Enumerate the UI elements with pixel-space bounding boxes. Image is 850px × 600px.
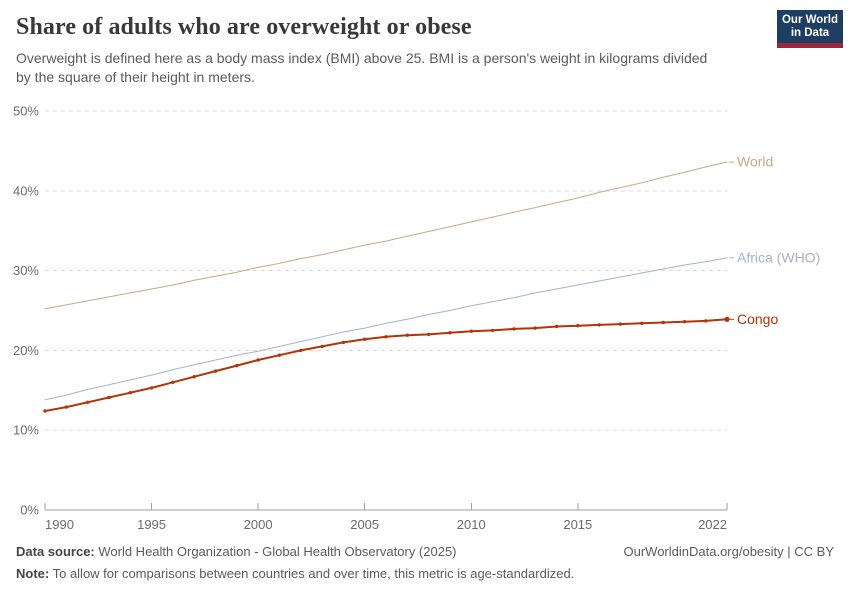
series-point-congo-2004[interactable]: [341, 340, 346, 345]
series-point-congo-2006[interactable]: [384, 335, 388, 339]
y-axis-tick-label: 20%: [13, 343, 39, 358]
note-text: To allow for comparisons between countri…: [49, 566, 575, 581]
series-point-congo-1997[interactable]: [192, 375, 196, 379]
series-point-congo-2009[interactable]: [448, 331, 452, 335]
series-line-congo[interactable]: [44, 318, 728, 412]
series-point-congo-2020[interactable]: [682, 320, 687, 324]
y-axis-tick-label: 40%: [13, 183, 39, 198]
y-axis-tick-label: 50%: [13, 104, 39, 119]
series-point-congo-1990[interactable]: [43, 409, 47, 413]
series-point-congo-2022[interactable]: [724, 316, 730, 322]
owid-logo-line1: Our World: [781, 13, 838, 26]
series-point-congo-2003[interactable]: [320, 344, 324, 349]
series-point-congo-1993[interactable]: [107, 395, 111, 400]
series-line-africa[interactable]: [44, 257, 728, 401]
y-axis-tick-label: 10%: [13, 423, 39, 438]
data-source-label: Data source:: [16, 544, 95, 559]
series-point-congo-1994[interactable]: [128, 391, 132, 395]
owid-logo-accent-bar: [777, 43, 843, 48]
x-axis-tick-label: 2010: [457, 517, 486, 532]
series-point-congo-2016[interactable]: [597, 323, 601, 327]
data-source-line: Data source: World Health Organization -…: [16, 541, 457, 563]
note-label: Note:: [16, 566, 50, 581]
y-axis-tick-label: 30%: [13, 263, 39, 278]
series-point-congo-2015[interactable]: [576, 324, 580, 328]
x-axis-tick-label: 2005: [350, 517, 379, 532]
series-label-congo[interactable]: Congo: [737, 311, 778, 327]
chart-header: Share of adults who are overweight or ob…: [16, 10, 843, 87]
series-label-world[interactable]: World: [737, 154, 773, 170]
chart-footer: Data source: World Health Organization -…: [16, 541, 834, 585]
x-axis-tick-label: 1990: [45, 517, 74, 532]
y-axis-tick-label: 0%: [20, 503, 39, 518]
x-axis-tick-label: 2000: [244, 517, 273, 532]
series-point-congo-2002[interactable]: [299, 348, 303, 353]
series-point-congo-2000[interactable]: [256, 358, 260, 362]
series-point-congo-2008[interactable]: [426, 332, 431, 337]
x-axis-tick-label: 1995: [137, 517, 166, 532]
series-point-congo-2017[interactable]: [618, 322, 623, 326]
series-point-congo-1995[interactable]: [149, 386, 154, 390]
owid-logo-text: Our World in Data: [777, 10, 843, 43]
chart-subtitle: Overweight is defined here as a body mas…: [16, 50, 708, 85]
series-point-congo-1999[interactable]: [235, 363, 239, 368]
series-point-congo-1992[interactable]: [85, 400, 90, 404]
data-source-text: World Health Organization - Global Healt…: [94, 544, 457, 559]
series-point-congo-2012[interactable]: [512, 327, 516, 331]
owid-cc-by-link[interactable]: OurWorldinData.org/obesity | CC BY: [623, 544, 835, 559]
series-point-congo-1998[interactable]: [213, 369, 218, 373]
series-label-africa[interactable]: Africa (WHO): [737, 249, 820, 265]
series-point-congo-2019[interactable]: [661, 320, 665, 325]
x-axis-tick-label: 2015: [563, 517, 592, 532]
series-line-world[interactable]: [44, 161, 728, 310]
series-point-congo-1996[interactable]: [171, 380, 175, 384]
x-axis-tick-label: 2022: [698, 517, 727, 532]
series-point-congo-1991[interactable]: [64, 405, 69, 409]
series-point-congo-2013[interactable]: [533, 326, 537, 330]
series-point-congo-2005[interactable]: [363, 337, 367, 341]
series-point-congo-2011[interactable]: [490, 328, 495, 333]
owid-logo-line2: in Data: [790, 26, 830, 39]
series-point-congo-2021[interactable]: [704, 319, 708, 323]
series-point-congo-2007[interactable]: [405, 333, 409, 337]
series-point-congo-2014[interactable]: [554, 324, 559, 329]
page-title: Share of adults who are overweight or ob…: [16, 14, 472, 40]
owid-logo[interactable]: Our World in Data: [777, 10, 843, 48]
series-point-congo-2018[interactable]: [640, 321, 644, 325]
series-point-congo-2010[interactable]: [469, 329, 473, 333]
series-point-congo-2001[interactable]: [277, 353, 282, 357]
